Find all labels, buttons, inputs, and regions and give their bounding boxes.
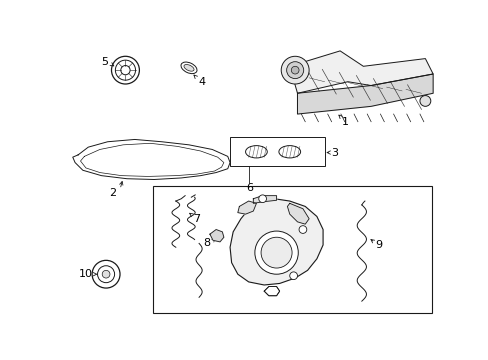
Polygon shape [209,230,224,242]
Text: 9: 9 [375,240,382,250]
Ellipse shape [245,145,267,158]
Polygon shape [253,195,276,203]
Text: 7: 7 [193,214,200,224]
Polygon shape [289,51,432,93]
Polygon shape [237,201,256,214]
Circle shape [97,266,114,283]
Circle shape [281,56,308,84]
Circle shape [419,95,430,106]
Ellipse shape [183,64,194,71]
Ellipse shape [278,145,300,158]
Text: 8: 8 [203,238,210,248]
Text: 3: 3 [330,148,338,158]
Circle shape [299,226,306,233]
Circle shape [291,66,299,74]
Circle shape [92,260,120,288]
Text: 1: 1 [341,117,348,127]
Polygon shape [264,287,279,296]
Polygon shape [230,197,323,285]
Circle shape [261,237,291,268]
Polygon shape [73,139,230,180]
Bar [230,137,324,166]
Polygon shape [287,203,308,224]
Text: 6: 6 [245,183,252,193]
Circle shape [254,231,298,274]
Circle shape [115,60,135,80]
Bar [152,186,431,313]
Circle shape [258,195,266,203]
Text: 5: 5 [101,57,108,67]
Polygon shape [297,74,432,114]
Circle shape [289,272,297,280]
Text: 2: 2 [109,188,116,198]
Ellipse shape [181,62,197,73]
Circle shape [102,270,110,278]
Circle shape [111,56,139,84]
Circle shape [286,62,303,78]
Text: 4: 4 [198,77,205,87]
Circle shape [121,66,130,75]
Text: 10: 10 [79,269,93,279]
